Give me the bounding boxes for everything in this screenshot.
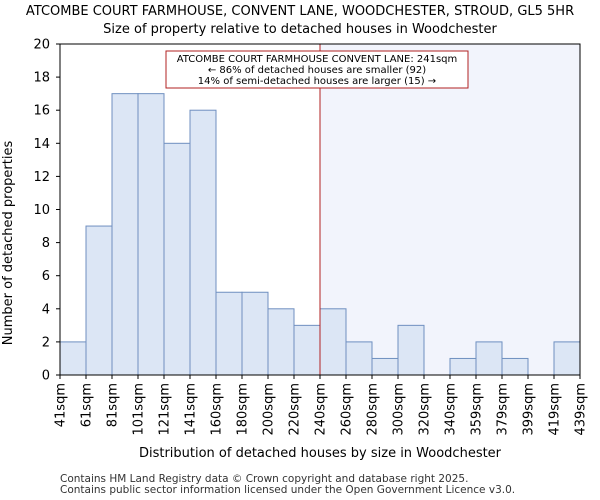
bars (59, 93, 581, 376)
x-tick-label-260sqm: 260sqm (340, 383, 355, 436)
x-tick-label-41sqm: 41sqm (54, 383, 69, 427)
bar-160sqm (215, 291, 243, 376)
x-tick-label-101sqm: 101sqm (132, 383, 147, 436)
y-tick-label-0: 0 (42, 369, 50, 384)
bar-379sqm (501, 357, 529, 376)
x-tick-label-180sqm: 180sqm (236, 383, 251, 436)
x-tick-label-379sqm: 379sqm (496, 383, 511, 436)
annotation-line-1: ATCOMBE COURT FARMHOUSE CONVENT LANE: 24… (177, 54, 458, 65)
bar-101sqm (137, 93, 165, 376)
bar-141sqm (189, 109, 217, 376)
bar-220sqm (293, 324, 321, 376)
bar-419sqm (553, 341, 581, 376)
y-tick-label-16: 16 (33, 104, 50, 119)
bar-200sqm (267, 308, 295, 376)
x-axis-label: Distribution of detached houses by size … (139, 446, 502, 461)
x-axis: 41sqm 61sqm 81sqm 101sqm 121sqm 141sqm 160sqm 1… (54, 375, 589, 436)
bar-300sqm (397, 324, 425, 376)
chart-subtitle: Size of property relative to detached ho… (103, 22, 497, 37)
y-tick-label-6: 6 (42, 269, 50, 284)
y-tick-label-20: 20 (33, 38, 50, 53)
bar-81sqm (111, 93, 139, 376)
x-tick-label-160sqm: 160sqm (210, 383, 225, 436)
y-tick-label-4: 4 (42, 302, 50, 317)
x-tick-label-340sqm: 340sqm (444, 383, 459, 436)
x-tick-label-220sqm: 220sqm (288, 383, 303, 436)
x-tick-label-439sqm: 439sqm (574, 383, 589, 436)
bar-340sqm (449, 357, 477, 376)
annotation-line-2: ← 86% of detached houses are smaller (92… (208, 65, 426, 76)
x-tick-label-300sqm: 300sqm (392, 383, 407, 436)
x-tick-label-81sqm: 81sqm (106, 383, 121, 427)
x-tick-label-399sqm: 399sqm (522, 383, 537, 436)
y-tick-label-10: 10 (33, 203, 50, 218)
x-tick-label-121sqm: 121sqm (158, 383, 173, 436)
x-tick-label-61sqm: 61sqm (80, 383, 95, 427)
bar-240sqm (319, 308, 347, 376)
x-tick-label-419sqm: 419sqm (548, 383, 563, 436)
bar-280sqm (371, 357, 399, 376)
bar-260sqm (345, 341, 373, 376)
y-tick-label-2: 2 (42, 335, 50, 350)
bar-61sqm (85, 225, 113, 376)
y-axis: 0 2 4 6 8 10 12 14 16 18 20 (33, 38, 60, 384)
y-tick-label-12: 12 (33, 170, 50, 185)
x-tick-label-141sqm: 141sqm (184, 383, 199, 436)
x-tick-label-200sqm: 200sqm (262, 383, 277, 436)
bar-41sqm (59, 341, 87, 376)
y-tick-label-14: 14 (33, 137, 50, 152)
highlight-region (320, 44, 580, 375)
bar-359sqm (475, 341, 503, 376)
annotation-line-3: 14% of semi-detached houses are larger (… (198, 76, 436, 87)
annotation-box: ATCOMBE COURT FARMHOUSE CONVENT LANE: 24… (165, 50, 469, 89)
bar-180sqm (241, 291, 269, 376)
x-tick-label-359sqm: 359sqm (470, 383, 485, 436)
x-tick-label-280sqm: 280sqm (366, 383, 381, 436)
y-tick-label-18: 18 (33, 71, 50, 86)
y-axis-label: Number of detached properties (1, 141, 16, 346)
annotation-frame (165, 50, 469, 89)
chart-title: ATCOMBE COURT FARMHOUSE, CONVENT LANE, W… (26, 4, 574, 19)
y-tick-label-8: 8 (42, 236, 50, 251)
x-tick-label-240sqm: 240sqm (314, 383, 329, 436)
footer-copyright: Contains HM Land Registry data © Crown c… (60, 473, 469, 485)
footer-licence: Contains public sector information licen… (60, 484, 516, 496)
x-tick-label-320sqm: 320sqm (418, 383, 433, 436)
bar-121sqm (163, 142, 191, 376)
